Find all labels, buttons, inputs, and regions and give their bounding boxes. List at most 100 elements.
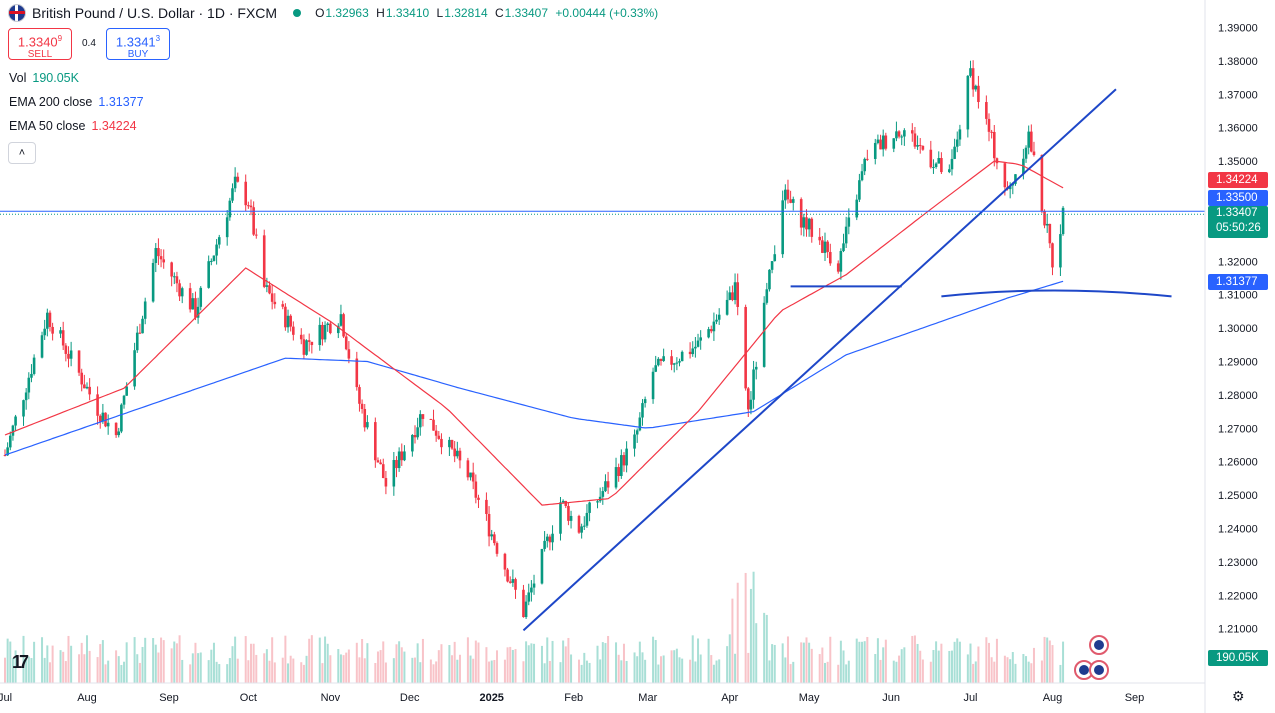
y-tick-label: 1.24000	[1218, 524, 1258, 536]
volume-bar	[948, 650, 951, 683]
buy-button[interactable]: 1.33413 BUY	[106, 28, 170, 60]
volume-bar	[607, 635, 610, 683]
volume-bar	[437, 650, 440, 683]
candle-body	[141, 318, 144, 334]
candle-body	[3, 455, 7, 457]
volume-bar	[41, 637, 44, 683]
volume-bar	[564, 646, 567, 683]
volume-bar	[522, 661, 525, 683]
tradingview-logo[interactable]: 17	[12, 652, 29, 672]
candle-body	[270, 293, 274, 302]
candle-body	[950, 158, 954, 170]
volume-bar	[670, 650, 673, 683]
volume-bar	[490, 660, 493, 683]
volume-bar	[292, 658, 295, 683]
volume-bar	[660, 656, 662, 683]
candle-body	[604, 481, 607, 492]
legend-ema200[interactable]: EMA 200 close 1.31377	[9, 95, 144, 109]
candle-body	[247, 205, 250, 207]
us-event-flag-icon[interactable]	[1089, 660, 1109, 680]
candle-body	[215, 244, 218, 256]
y-tick-label: 1.32000	[1218, 256, 1258, 268]
candle-body	[580, 526, 583, 533]
volume-bar	[133, 637, 136, 683]
volume-bar	[138, 662, 141, 683]
volume-bar	[189, 664, 192, 683]
volume-bar	[808, 642, 811, 683]
volume-bar	[652, 636, 655, 683]
candle-body	[876, 139, 880, 143]
candle-body	[662, 356, 665, 361]
candle-body	[363, 408, 367, 428]
volume-bar	[310, 635, 313, 683]
candle-body	[770, 261, 774, 270]
candle-body	[929, 149, 933, 168]
candle-body	[921, 145, 925, 150]
candle-body	[392, 459, 396, 487]
candle-body	[564, 500, 568, 507]
collapse-legend-button[interactable]: ˄	[8, 142, 36, 164]
candle-body	[752, 369, 755, 400]
candle-body	[252, 207, 255, 235]
volume-bar	[826, 661, 829, 683]
volume-bar	[250, 643, 252, 683]
candle-body	[633, 434, 636, 449]
candle-body	[321, 324, 324, 340]
volume-bar	[215, 661, 218, 683]
volume-bar	[326, 643, 329, 683]
volume-bar	[83, 654, 86, 683]
candle-body	[654, 365, 658, 372]
volume-bar	[540, 645, 543, 683]
volume-bar	[120, 664, 123, 683]
legend-ema200-name: EMA 200 close	[9, 95, 93, 109]
volume-bar	[884, 639, 887, 683]
volume-bar	[191, 653, 194, 683]
candle-body	[1030, 131, 1033, 152]
candle-body	[992, 131, 996, 159]
sell-price-sup: 9	[57, 34, 63, 43]
volume-bar	[866, 636, 869, 683]
volume-bar	[1046, 637, 1049, 683]
candle-body	[934, 163, 938, 168]
candle-body	[421, 414, 425, 419]
candle-body	[725, 299, 729, 315]
sell-button[interactable]: 1.33409 SELL	[8, 28, 72, 60]
volume-bar	[141, 646, 144, 683]
legend-volume[interactable]: Vol 190.05K	[9, 71, 79, 85]
candle-body	[551, 533, 554, 543]
candle-body	[1061, 207, 1065, 235]
volume-bar	[194, 642, 197, 683]
candle-body	[1014, 174, 1017, 184]
uk-event-flag-icon[interactable]	[1089, 635, 1109, 655]
volume-bar	[562, 640, 565, 683]
candle-body	[508, 581, 512, 583]
candle-body	[43, 328, 46, 336]
price-label-ema200: 1.31377	[1208, 274, 1268, 290]
volume-bar	[1040, 660, 1043, 683]
volume-bar	[837, 664, 840, 683]
volume-bar	[789, 664, 792, 683]
volume-bar	[86, 635, 88, 683]
volume-bar	[416, 643, 419, 683]
sell-price: 1.3340	[17, 34, 58, 50]
volume-bar	[689, 659, 692, 683]
volume-bar	[212, 642, 215, 683]
symbol-title[interactable]: British Pound / U.S. Dollar · 1D · FXCM	[32, 5, 278, 21]
candle-body	[411, 434, 414, 452]
legend-ema50[interactable]: EMA 50 close 1.34224	[9, 119, 137, 133]
volume-bar	[786, 636, 789, 683]
legend-ema200-value: 1.31377	[98, 95, 144, 109]
candle-body	[397, 451, 401, 469]
candle-body	[881, 135, 885, 150]
volume-bar	[855, 638, 858, 683]
settings-gear-icon[interactable]: ⚙	[1232, 688, 1245, 704]
candle-body	[466, 460, 470, 478]
volume-bar	[966, 654, 969, 683]
volume-bar	[958, 641, 961, 683]
candle-body	[799, 199, 803, 228]
volume-bar	[1059, 664, 1062, 683]
volume-bar	[11, 657, 14, 683]
candle-body	[567, 506, 570, 521]
legend-ema50-value: 1.34224	[91, 119, 137, 133]
